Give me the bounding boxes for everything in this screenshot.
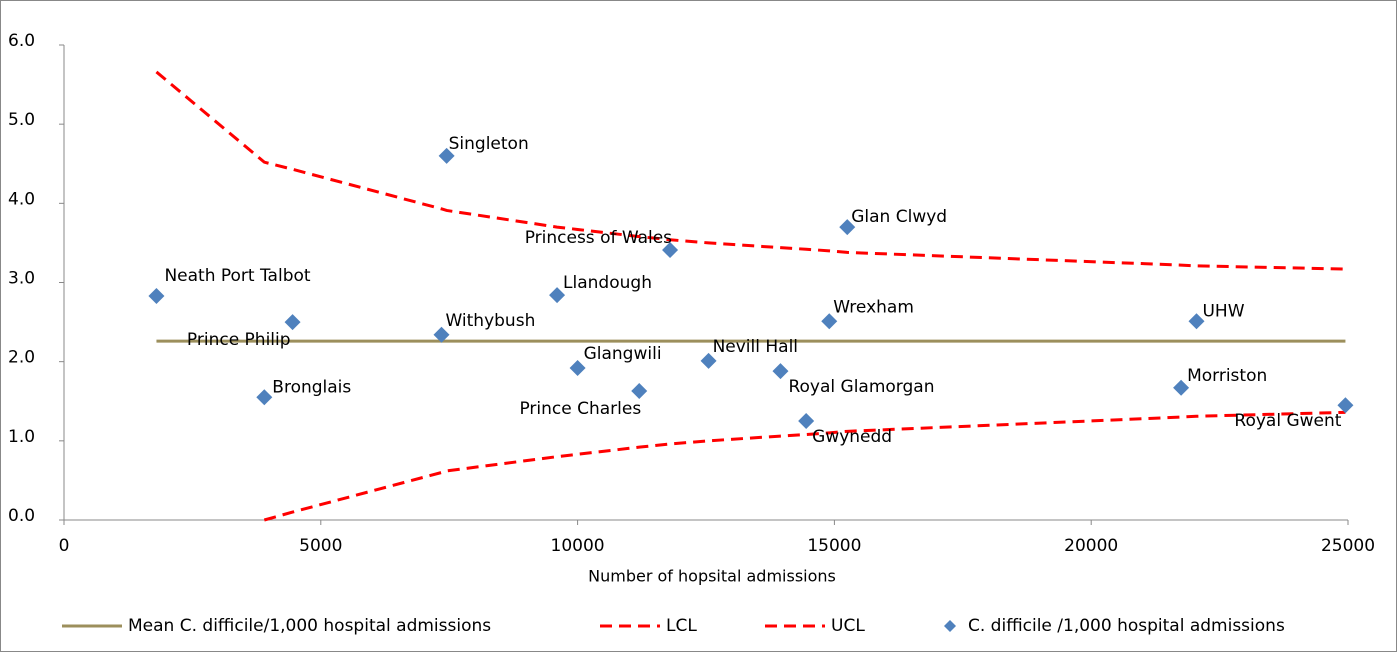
y-tick-label: 1.0 — [8, 427, 35, 447]
point-label: Glangwili — [584, 344, 662, 364]
data-point — [256, 389, 273, 406]
legend-label: Mean C. difficile/1,000 hospital admissi… — [128, 616, 491, 636]
data-point — [821, 313, 838, 330]
legend-swatch — [944, 620, 956, 632]
series-line — [155, 70, 1346, 271]
x-tick-label: 10000 — [551, 536, 605, 556]
point-label: Wrexham — [833, 297, 914, 317]
data-point — [433, 326, 450, 343]
y-tick-label: 5.0 — [8, 110, 35, 130]
point-label: Neath Port Talbot — [164, 266, 310, 286]
x-tick-label: 15000 — [807, 536, 861, 556]
point-label: Withybush — [445, 311, 535, 331]
point-label: Gwynedd — [812, 427, 892, 447]
point-label: Nevill Hall — [713, 337, 798, 357]
data-point — [631, 382, 648, 399]
x-tick-label: 20000 — [1064, 536, 1118, 556]
data-point — [1173, 379, 1190, 396]
point-label: Singleton — [449, 134, 529, 154]
data-point — [284, 314, 301, 331]
y-tick-label: 0.0 — [8, 506, 35, 526]
data-point — [662, 242, 679, 259]
x-tick-label: 5000 — [299, 536, 342, 556]
data-point — [569, 360, 586, 376]
y-tick-label: 2.0 — [8, 348, 35, 368]
y-tick-label: 4.0 — [8, 189, 35, 209]
x-tick-label: 0 — [59, 536, 70, 556]
x-tick-label: 25000 — [1321, 536, 1375, 556]
legend-label: C. difficile /1,000 hospital admissions — [968, 616, 1285, 636]
point-label: Royal Glamorgan — [788, 377, 934, 397]
point-label: Morriston — [1187, 366, 1267, 386]
data-point — [839, 219, 856, 236]
y-tick-label: 3.0 — [8, 269, 35, 289]
data-point — [700, 352, 717, 369]
data-point — [772, 363, 789, 380]
y-tick-label: 6.0 — [8, 31, 35, 51]
data-point — [148, 287, 165, 304]
data-point — [549, 287, 566, 304]
data-point — [1188, 313, 1205, 330]
point-label: Llandough — [563, 273, 652, 293]
legend-label: LCL — [666, 616, 697, 636]
data-point — [1337, 397, 1354, 414]
point-label: UHW — [1202, 301, 1244, 321]
point-label: Prince Charles — [519, 399, 641, 419]
point-label: Glan Clwyd — [851, 207, 947, 227]
point-label: Prince Philip — [187, 330, 291, 350]
data-point — [798, 413, 815, 430]
data-point — [438, 147, 455, 164]
point-label: Bronglais — [272, 377, 351, 397]
x-axis-label: Number of hopsital admissions — [588, 567, 836, 586]
point-label: Princess of Wales — [525, 228, 672, 248]
legend-label: UCL — [831, 616, 865, 636]
point-label: Royal Gwent — [1234, 411, 1341, 431]
